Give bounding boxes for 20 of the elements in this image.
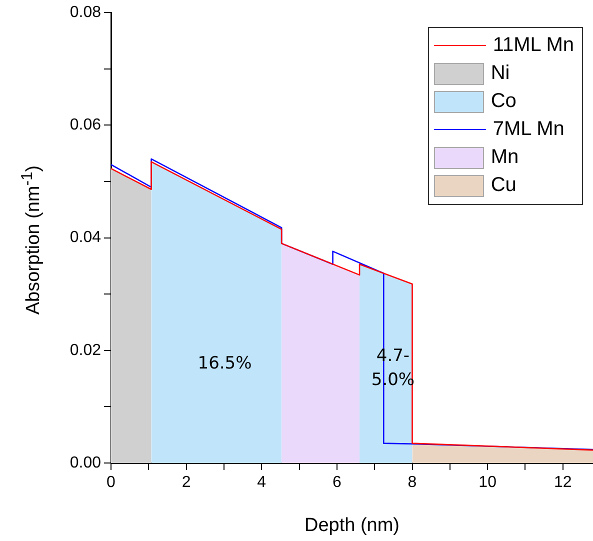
y-tick-label: 0.02: [70, 342, 102, 359]
legend-label: Mn: [490, 146, 519, 170]
legend-label: Cu: [490, 174, 516, 198]
x-tick-label: 2: [182, 474, 191, 492]
legend-label: Ni: [490, 62, 510, 86]
x-tick-label: 12: [554, 474, 572, 492]
y-tick-label: 0.06: [70, 116, 102, 134]
x-tick-label: 6: [332, 474, 342, 492]
legend-label: Co: [490, 90, 516, 114]
x-axis-title: Depth (nm): [304, 514, 400, 536]
x-tick-label: 0: [106, 474, 116, 492]
annotation: 16.5%: [198, 353, 252, 374]
x-tick-label: 8: [408, 474, 417, 492]
text: 0.00: [70, 454, 101, 472]
x-tick-label: 10: [478, 474, 497, 492]
y-tick-label: 0.08: [70, 4, 102, 22]
y-tick-label: 0.04: [70, 229, 102, 246]
legend-label: 7ML Mn: [492, 118, 564, 142]
legend-label: 11ML Mn: [492, 34, 574, 58]
x-tick-label: 4: [257, 474, 266, 492]
